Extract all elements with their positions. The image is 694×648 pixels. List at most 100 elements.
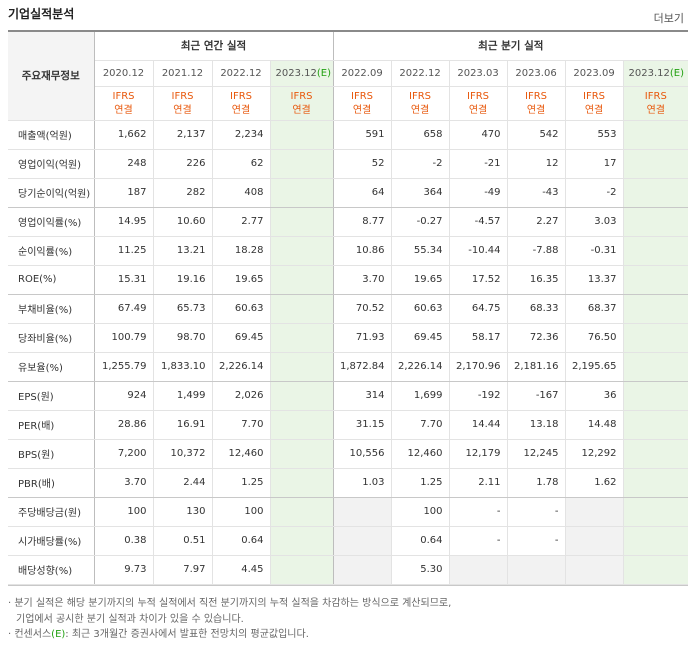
quarter-value-cell: 470 bbox=[448, 120, 508, 150]
quarter-value-cell: 1,872.84 bbox=[332, 352, 392, 382]
footnotes: · 분기 실적은 해당 분기까지의 누적 실적에서 직전 분기까지의 누적 실적… bbox=[8, 596, 451, 643]
quarter-value-cell bbox=[564, 497, 624, 527]
basis-standard: IFRS bbox=[644, 91, 667, 102]
table-row: 주당배당금(원) 100 130 100 100- - bbox=[8, 497, 689, 527]
financial-table-container: 주요재무정보 최근 연간 실적 최근 분기 실적 2020.12 2021.12… bbox=[8, 30, 689, 586]
quarter-value-cell bbox=[622, 526, 689, 556]
quarter-value-cell bbox=[622, 207, 689, 237]
annual-value-cell: 282 bbox=[152, 178, 212, 208]
basis-standard: IFRS bbox=[409, 91, 432, 102]
annual-value-cell: 28.86 bbox=[93, 410, 153, 440]
annual-value-cell: 226 bbox=[152, 149, 212, 179]
period-quarter-2022-09: 2022.09 bbox=[332, 60, 392, 87]
annual-value-cell: 65.73 bbox=[152, 294, 212, 324]
row-label: 영업이익률(%) bbox=[8, 207, 95, 237]
quarter-value-cell bbox=[622, 178, 689, 208]
annual-value-cell: 0.64 bbox=[211, 526, 270, 556]
annual-group-title: 최근 연간 실적 bbox=[93, 32, 334, 61]
basis-cell: IFRS 연결 bbox=[332, 86, 392, 121]
row-label: PER(배) bbox=[8, 410, 95, 440]
table-row: EPS(원) 924 1,499 2,026 314 1,699 -192 -167 36 bbox=[8, 381, 689, 411]
quarter-value-cell bbox=[622, 468, 689, 498]
quarter-value-cell: 13.18 bbox=[506, 410, 566, 440]
quarter-value-cell: -2 bbox=[564, 178, 624, 208]
quarter-value-cell bbox=[564, 555, 624, 585]
basis-consolidation: 연결 bbox=[352, 105, 372, 116]
more-link[interactable]: 더보기 bbox=[653, 12, 684, 25]
quarter-value-cell: 3.70 bbox=[332, 265, 392, 295]
basis-cell: IFRS 연결 bbox=[152, 86, 212, 121]
annual-value-cell: 0.38 bbox=[93, 526, 153, 556]
basis-consolidation: 연결 bbox=[231, 105, 251, 116]
quarter-value-cell bbox=[622, 149, 689, 179]
annual-value-cell: 13.21 bbox=[152, 236, 212, 266]
table-row: 영업이익(억원) 248 226 62 52 -2 -21 12 17 bbox=[8, 149, 689, 179]
row-label: 유보율(%) bbox=[8, 352, 95, 382]
quarter-value-cell bbox=[622, 555, 689, 585]
estimate-mark: (E) bbox=[316, 67, 331, 79]
annual-value-cell: 60.63 bbox=[211, 294, 270, 324]
annual-value-cell: 2,026 bbox=[211, 381, 270, 411]
basis-consolidation: 연결 bbox=[526, 105, 546, 116]
basis-consolidation: 연결 bbox=[292, 105, 311, 116]
quarter-value-cell: 7.70 bbox=[390, 410, 450, 440]
annual-value-cell: 10,372 bbox=[152, 439, 212, 469]
annual-value-cell: 2,137 bbox=[152, 120, 212, 150]
quarter-value-cell: 58.17 bbox=[448, 323, 508, 353]
annual-value-cell: 12,460 bbox=[211, 439, 270, 469]
annual-value-cell bbox=[269, 149, 334, 179]
row-label: 부채비율(%) bbox=[8, 294, 95, 324]
table-row: BPS(원) 7,200 10,372 12,460 10,556 12,460 12,17… bbox=[8, 439, 689, 469]
basis-cell: IFRS 연결 bbox=[269, 86, 334, 121]
annual-value-cell bbox=[269, 236, 334, 266]
table-row: ROE(%) 15.31 19.16 19.65 3.70 19.65 17.52 16.35… bbox=[8, 265, 689, 295]
table-row: 부채비율(%) 67.49 65.73 60.63 70.52 60.63 64.75 68.… bbox=[8, 294, 689, 324]
annual-value-cell: 924 bbox=[93, 381, 153, 411]
basis-standard: IFRS bbox=[467, 91, 490, 102]
basis-standard: IFRS bbox=[230, 91, 252, 102]
annual-value-cell: 15.31 bbox=[93, 265, 153, 295]
annual-value-cell: 4.45 bbox=[211, 555, 270, 585]
quarter-value-cell: 2,226.14 bbox=[390, 352, 450, 382]
quarter-value-cell: 2.27 bbox=[506, 207, 566, 237]
quarter-value-cell: 8.77 bbox=[332, 207, 392, 237]
quarter-value-cell: 5.30 bbox=[390, 555, 450, 585]
quarter-value-cell: 31.15 bbox=[332, 410, 392, 440]
quarter-value-cell bbox=[622, 323, 689, 353]
annual-value-cell: 16.91 bbox=[152, 410, 212, 440]
annual-value-cell: 7.97 bbox=[152, 555, 212, 585]
quarter-value-cell: 364 bbox=[390, 178, 450, 208]
annual-value-cell bbox=[269, 207, 334, 237]
period-label: 2023.12 bbox=[628, 67, 670, 79]
row-label: 순이익률(%) bbox=[8, 236, 95, 266]
quarter-value-cell: -10.44 bbox=[448, 236, 508, 266]
annual-value-cell: 130 bbox=[152, 497, 212, 527]
quarter-value-cell: 658 bbox=[390, 120, 450, 150]
annual-value-cell: 1,662 bbox=[93, 120, 153, 150]
table-row: PBR(배) 3.70 2.44 1.25 1.03 1.25 2.11 1.78 1.62 bbox=[8, 468, 689, 498]
row-label: 당기순이익(억원) bbox=[8, 178, 95, 208]
period-quarter-2023-03: 2023.03 bbox=[448, 60, 508, 87]
annual-value-cell: 1,499 bbox=[152, 381, 212, 411]
annual-value-cell: 9.73 bbox=[93, 555, 153, 585]
quarter-value-cell bbox=[622, 497, 689, 527]
basis-cell: IFRS 연결 bbox=[390, 86, 450, 121]
quarter-value-cell: 2,170.96 bbox=[448, 352, 508, 382]
annual-value-cell bbox=[269, 352, 334, 382]
quarter-value-cell: 19.65 bbox=[390, 265, 450, 295]
basis-row: IFRS 연결 IFRS 연결 IFRS 연결 IFRS 연결 IFRS 연결 IFRS 연결 IFRS… bbox=[8, 86, 689, 121]
table-row: 순이익률(%) 11.25 13.21 18.28 10.86 55.34 -10.44 -7… bbox=[8, 236, 689, 266]
quarter-value-cell: 2.11 bbox=[448, 468, 508, 498]
quarter-value-cell: 1.03 bbox=[332, 468, 392, 498]
quarter-value-cell: 0.64 bbox=[390, 526, 450, 556]
annual-value-cell: 187 bbox=[93, 178, 153, 208]
period-quarter-2023-06: 2023.06 bbox=[506, 60, 566, 87]
quarter-value-cell: 314 bbox=[332, 381, 392, 411]
quarter-value-cell: 100 bbox=[390, 497, 450, 527]
period-annual-2020: 2020.12 bbox=[94, 60, 153, 87]
quarter-value-cell: 55.34 bbox=[390, 236, 450, 266]
annual-value-cell: 100 bbox=[211, 497, 270, 527]
basis-standard: IFRS bbox=[112, 91, 135, 102]
quarter-value-cell: 64 bbox=[332, 178, 392, 208]
annual-value-cell: 3.70 bbox=[93, 468, 153, 498]
